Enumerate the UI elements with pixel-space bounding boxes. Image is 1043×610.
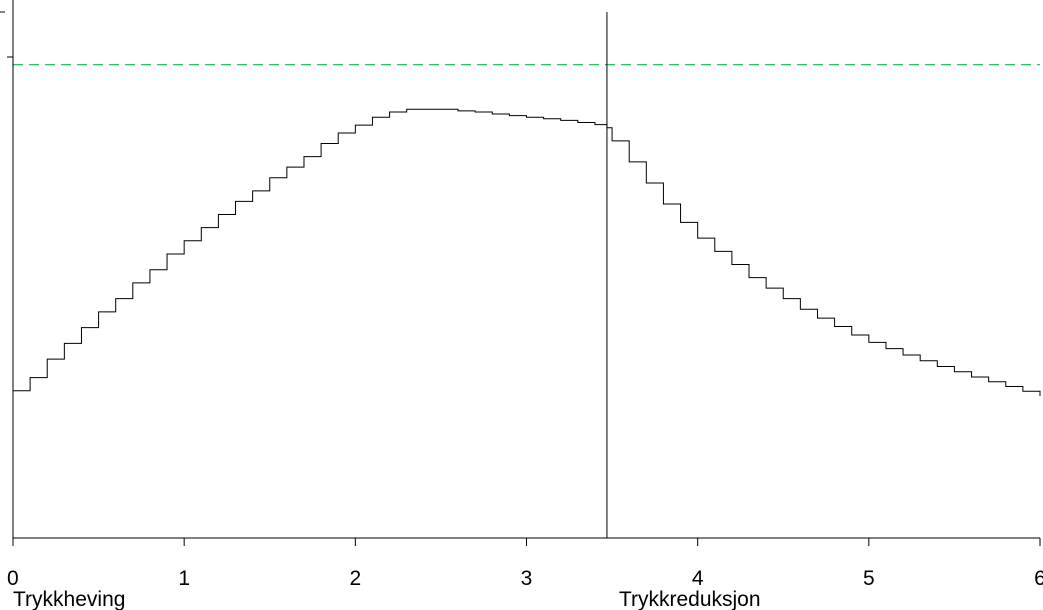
series-line xyxy=(13,108,1041,396)
x-axis: 0 1 2 3 4 5 6 xyxy=(0,0,1043,590)
phase-labels: Trykkheving Trykkreduksjon xyxy=(13,588,761,610)
x-tick-label: 2 xyxy=(349,567,361,590)
x-tick-label: 4 xyxy=(692,567,704,590)
phase-label: Trykkheving xyxy=(13,588,125,610)
phase-label: Trykkreduksjon xyxy=(619,588,761,610)
plot-area xyxy=(13,12,1041,538)
x-tick-label: 3 xyxy=(521,567,533,590)
x-tick-label: 6 xyxy=(1034,567,1043,590)
x-tick-label: 0 xyxy=(7,567,19,590)
x-tick-label: 1 xyxy=(178,567,190,590)
x-tick-label: 5 xyxy=(863,567,875,590)
